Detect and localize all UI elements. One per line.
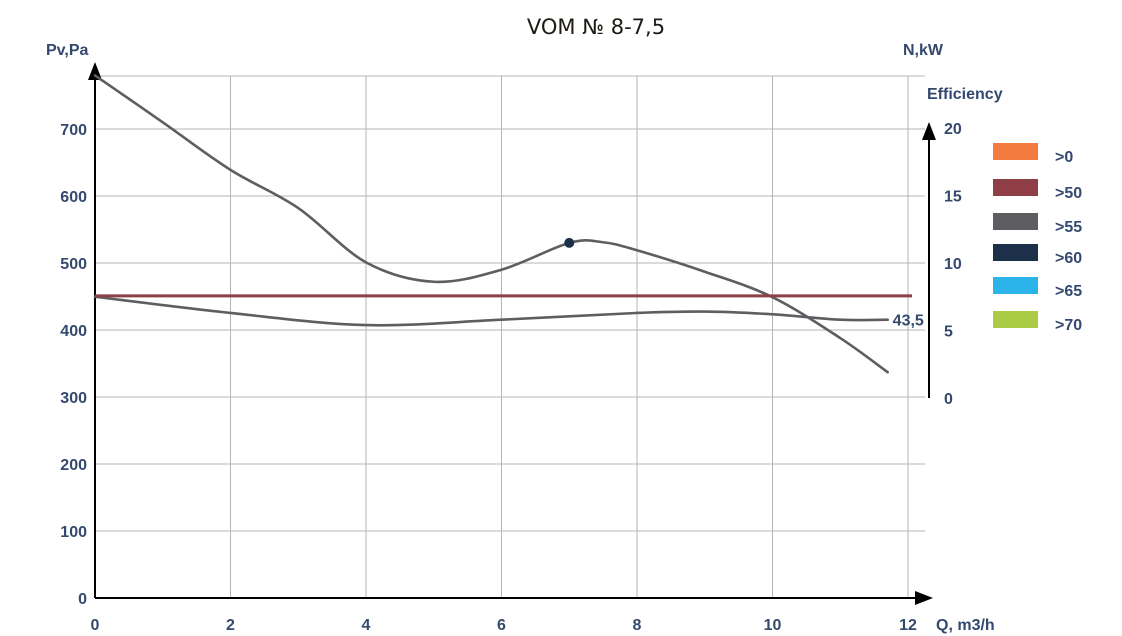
- x-tick-label: 8: [633, 617, 642, 634]
- grid-lines: [95, 75, 925, 598]
- x-tick-label: 10: [764, 617, 782, 634]
- y-axis-right-label: N,kW: [903, 42, 944, 59]
- legend-label: >55: [1055, 219, 1082, 236]
- y-right-tick-label: 20: [944, 121, 962, 138]
- x-tick-label: 12: [899, 617, 917, 634]
- legend-label: >70: [1055, 317, 1082, 334]
- y-left-tick-label: 100: [60, 524, 87, 541]
- legend-label: >60: [1055, 250, 1082, 267]
- y-axis-right-arrow-icon: [922, 122, 936, 140]
- legend-label: >0: [1055, 149, 1073, 166]
- y-right-tick-label: 10: [944, 256, 962, 273]
- power-curve: [93, 295, 889, 327]
- x-axis-label: Q, m3/h: [936, 617, 995, 634]
- x-tick-label: 6: [497, 617, 506, 634]
- legend-swatch: [993, 277, 1038, 294]
- legend-swatch: [993, 179, 1038, 196]
- legend-swatch: [993, 213, 1038, 230]
- y-left-tick-label: 300: [60, 390, 87, 407]
- y-left-tick-label: 700: [60, 122, 87, 139]
- chart-title: VOM № 8-7,5: [527, 15, 665, 39]
- legend-swatch: [993, 143, 1038, 160]
- y-right-tick-label: 0: [944, 391, 953, 408]
- legend-label: >65: [1055, 283, 1082, 300]
- legend-swatch: [993, 244, 1038, 261]
- x-tick-label: 2: [226, 617, 235, 634]
- x-tick-label: 0: [91, 617, 100, 634]
- y-axis-left-arrow-icon: [88, 62, 102, 80]
- x-axis-arrow-icon: [915, 591, 933, 605]
- operating-point: [564, 237, 575, 248]
- y-right-tick-label: 15: [944, 189, 962, 206]
- x-tick-label: 4: [362, 617, 371, 634]
- pressure-curve: [93, 74, 889, 374]
- y-right-tick-label: 5: [944, 324, 953, 341]
- tick-labels: 0 2 4 6 8 10 12 0 100 200 300 400 500 600 700 0 5 10 15 20: [60, 121, 962, 634]
- y-left-tick-label: 0: [78, 591, 87, 608]
- end-value-label: 43,5: [893, 313, 924, 330]
- y-left-tick-label: 500: [60, 256, 87, 273]
- y-axis-left-label: Pv,Pa: [46, 42, 89, 59]
- efficiency-label: Efficiency: [927, 86, 1003, 103]
- y-left-tick-label: 200: [60, 457, 87, 474]
- data-series: 43,5: [93, 74, 924, 374]
- y-left-tick-label: 600: [60, 189, 87, 206]
- y-left-tick-label: 400: [60, 323, 87, 340]
- legend: >0 >50 >55 >60 >65 >70: [993, 143, 1082, 334]
- legend-swatch: [993, 311, 1038, 328]
- legend-label: >50: [1055, 185, 1082, 202]
